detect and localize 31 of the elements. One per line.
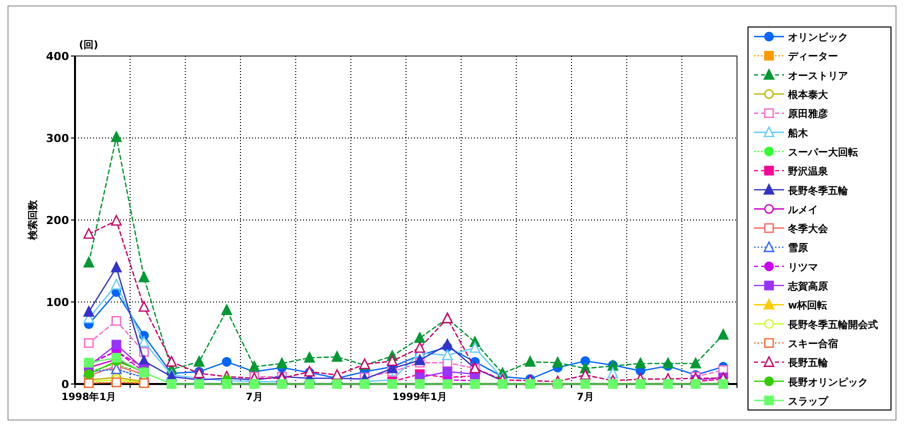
legend-label: 長野冬季五輪 <box>787 184 849 197</box>
legend-label: リツマ <box>788 262 818 274</box>
legend-label: 長野オリンピック <box>787 376 868 388</box>
x-tick-label: 1999年1月 <box>392 391 448 403</box>
legend-label: スキー合宿 <box>788 338 838 350</box>
x-tick-label: 7月 <box>576 392 594 403</box>
text: (回) <box>79 40 98 51</box>
y-tick-label: 100 <box>46 296 70 309</box>
legend-label: オーストリア <box>788 70 848 82</box>
legend-label: 根本泰大 <box>787 89 829 102</box>
legend-label: w杯回転 <box>788 300 828 312</box>
legend-label: 原田雅彦 <box>787 108 828 120</box>
y-tick-label: 300 <box>46 132 70 145</box>
legend-label: オリンピック <box>788 32 848 44</box>
legend-label: 船木 <box>787 127 809 140</box>
legend-label: 雪原 <box>788 242 808 254</box>
legend-label: ディーター <box>788 52 838 63</box>
legend-label: ルメイ <box>787 204 818 216</box>
legend-label: 志賀高原 <box>787 280 828 293</box>
y-tick-label: 400 <box>46 50 70 63</box>
y-axis-title: 検索回数 <box>27 199 39 241</box>
legend-label: 長野冬季五輪開会式 <box>787 318 878 331</box>
y-tick-label: 200 <box>46 214 70 227</box>
legend-label: 野沢温泉 <box>788 166 829 178</box>
legend-label: スーパー大回転 <box>788 146 858 158</box>
legend-label: 長野五輪 <box>787 357 829 370</box>
x-tick-label: 7月 <box>246 392 263 403</box>
legend-label: 冬季大会 <box>787 223 829 236</box>
legend-label: スラップ <box>788 395 829 408</box>
y-tick-label: 0 <box>61 378 70 391</box>
x-tick-label: 1998年1月 <box>61 391 116 403</box>
